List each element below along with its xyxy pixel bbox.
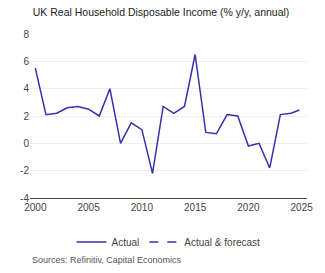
svg-text:Actual: Actual [112, 237, 140, 248]
svg-text:2015: 2015 [184, 202, 207, 213]
svg-text:-4: -4 [20, 193, 29, 204]
svg-text:2005: 2005 [77, 202, 100, 213]
svg-text:UK Real Household Disposable I: UK Real Household Disposable Income (% y… [33, 6, 290, 18]
svg-text:Actual & forecast: Actual & forecast [184, 237, 260, 248]
svg-text:8: 8 [23, 29, 29, 40]
svg-text:2010: 2010 [131, 202, 154, 213]
svg-text:2025: 2025 [291, 202, 314, 213]
svg-text:6: 6 [23, 56, 29, 67]
svg-text:0: 0 [23, 138, 29, 149]
svg-text:4: 4 [23, 83, 29, 94]
svg-text:2020: 2020 [237, 202, 260, 213]
svg-text:2000: 2000 [24, 202, 47, 213]
svg-text:-2: -2 [20, 165, 29, 176]
svg-text:2: 2 [23, 111, 29, 122]
svg-text:Sources: Refinitiv, Capital Ec: Sources: Refinitiv, Capital Economics [32, 255, 181, 265]
